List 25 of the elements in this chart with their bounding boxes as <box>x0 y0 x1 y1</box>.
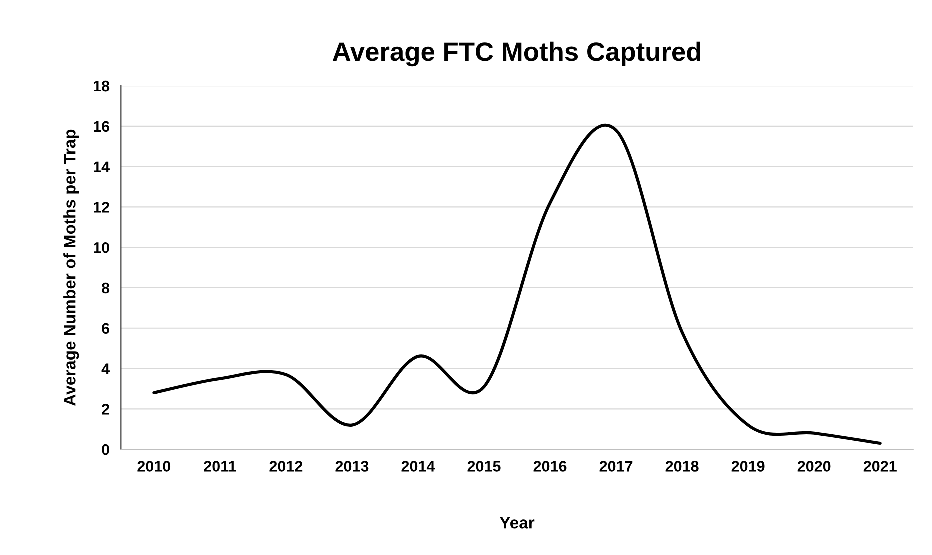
x-tick-label: 2011 <box>204 461 236 472</box>
y-axis-title: Average Number of Moths per Trap <box>64 130 80 406</box>
x-tick-label: 2020 <box>798 461 831 472</box>
x-tick-label: 2010 <box>138 461 171 472</box>
y-tick-label: 16 <box>94 121 110 132</box>
y-tick-label: 18 <box>94 80 110 92</box>
x-tick-label: 2018 <box>666 461 699 472</box>
chart-title: Average FTC Moths Captured <box>332 42 701 67</box>
x-tick-label: 2015 <box>468 461 501 472</box>
y-tick-label: 10 <box>94 242 110 254</box>
x-tick-label: 2019 <box>732 461 765 472</box>
x-axis-title: Year <box>500 517 535 529</box>
y-tick-label: 12 <box>94 202 110 213</box>
x-tick-label: 2016 <box>534 461 567 472</box>
x-tick-label: 2012 <box>270 461 303 472</box>
y-tick-label: 0 <box>102 444 110 456</box>
y-tick-label: 4 <box>102 364 110 374</box>
y-tick-label: 6 <box>102 323 110 334</box>
y-tick-label: 2 <box>102 404 110 415</box>
x-tick-label: 2014 <box>402 461 436 472</box>
y-tick-label: 8 <box>102 282 110 294</box>
x-tick-label: 2013 <box>336 461 369 472</box>
x-tick-label: 2021 <box>864 461 897 472</box>
x-tick-label: 2017 <box>600 461 633 472</box>
y-tick-label: 14 <box>94 162 110 172</box>
